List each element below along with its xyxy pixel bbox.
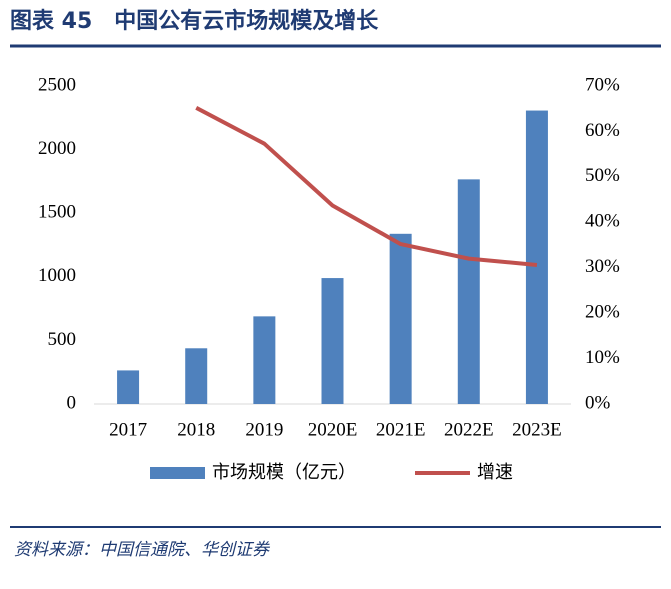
y2-tick-label: 60% — [585, 120, 620, 141]
bar — [117, 370, 140, 404]
bar — [253, 316, 276, 404]
y-tick-label: 1000 — [38, 265, 76, 286]
line — [195, 106, 538, 267]
y2-tick-label: 20% — [585, 302, 620, 323]
y2-tick-label: 10% — [585, 347, 620, 368]
x-tick-label: 2018 — [177, 419, 215, 440]
bar — [525, 110, 548, 405]
bar — [389, 233, 412, 404]
y-tick-label: 2500 — [38, 74, 76, 95]
chart-title: 图表 45 中国公有云市场规模及增长 — [10, 8, 379, 34]
x-tick-label: 2020E — [308, 419, 358, 440]
x-tick-label: 2017 — [109, 419, 147, 440]
y-tick-label: 1500 — [38, 202, 76, 223]
y-tick-label: 2000 — [38, 138, 76, 159]
y-tick-label: 0 — [67, 392, 77, 413]
x-tick-label: 2021E — [376, 419, 426, 440]
y2-tick-label: 50% — [585, 165, 620, 186]
bar — [457, 179, 480, 404]
y2-tick-label: 40% — [585, 211, 620, 232]
legend-label: 增速 — [477, 462, 513, 483]
y2-tick-label: 30% — [585, 256, 620, 277]
y2-tick-label: 0% — [585, 392, 611, 413]
x-tick-label: 2022E — [444, 419, 494, 440]
source-note: 资料来源：中国信通院、华创证券 — [14, 540, 271, 560]
legend-swatch — [150, 467, 205, 479]
y-tick-label: 500 — [48, 329, 77, 350]
x-tick-label: 2019 — [245, 419, 283, 440]
legend-label: 市场规模（亿元） — [212, 462, 356, 483]
x-tick-label: 2023E — [512, 419, 562, 440]
bar — [185, 348, 208, 404]
y2-tick-label: 70% — [585, 74, 620, 95]
bar — [321, 278, 344, 404]
